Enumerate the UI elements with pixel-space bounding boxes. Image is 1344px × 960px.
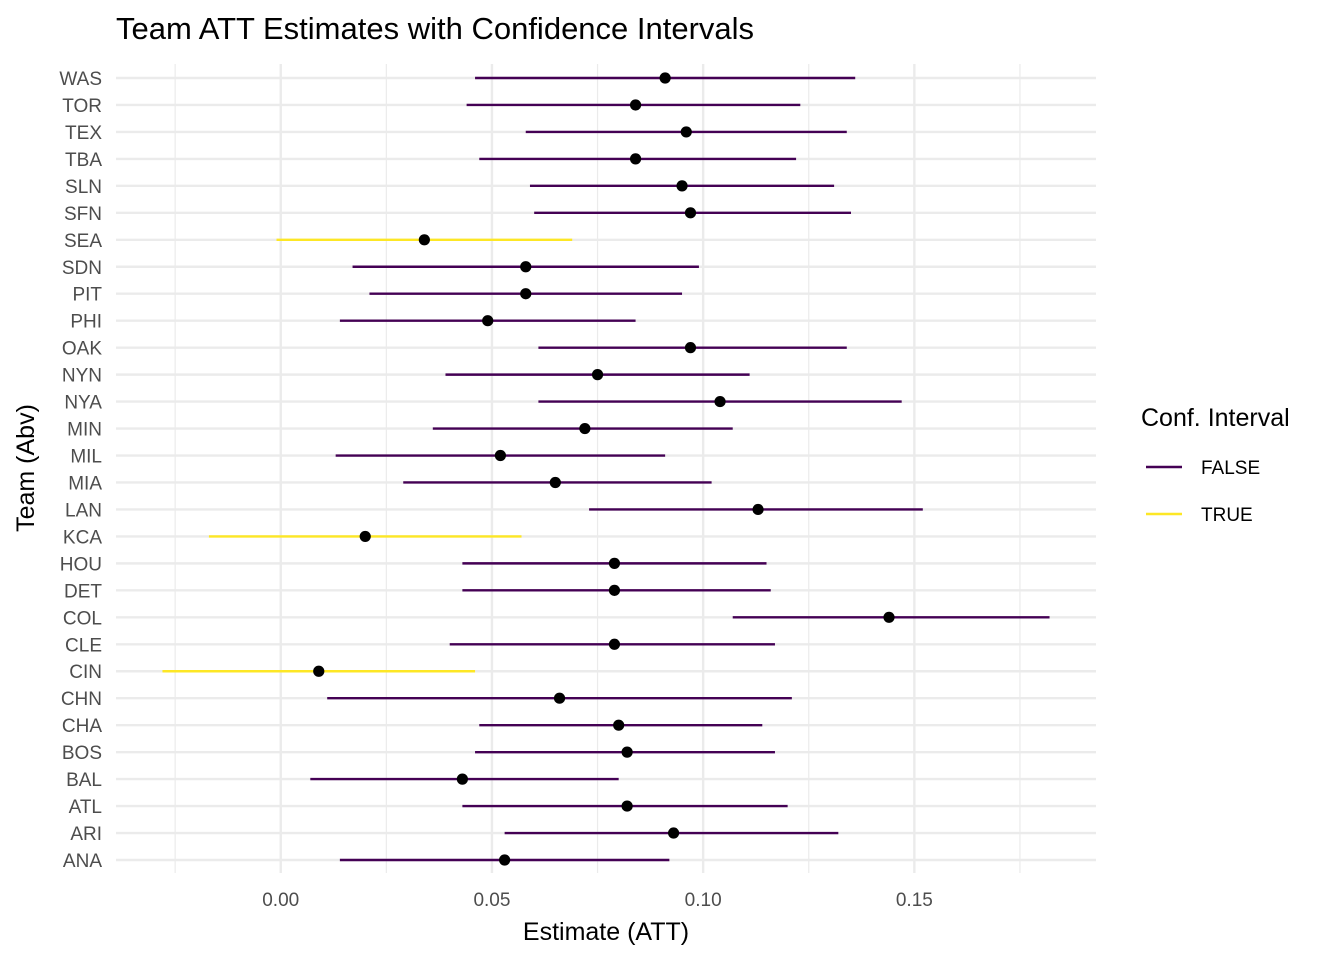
y-tick-label: MIL [70, 447, 102, 468]
y-tick-label: COL [63, 608, 102, 629]
x-axis-ticks: 0.00 0.05 0.10 0.15 [262, 890, 933, 911]
y-tick-label: SDN [62, 258, 102, 279]
chart-title: Team ATT Estimates with Confidence Inter… [116, 11, 754, 46]
point-sfn [684, 207, 697, 219]
point-bos [621, 746, 633, 758]
y-tick-label: PHI [70, 312, 102, 333]
y-tick-label: DET [64, 581, 102, 602]
point-lan [752, 503, 764, 516]
y-tick-label: KCA [63, 527, 102, 548]
y-tick-label: TOR [62, 96, 102, 117]
estimate-points [313, 72, 895, 866]
point-tex [680, 126, 692, 138]
point-det [608, 584, 621, 596]
legend-label-false: FALSE [1201, 458, 1260, 479]
point-sdn [520, 261, 532, 273]
x-tick-label: 0.15 [896, 890, 933, 911]
point-col [883, 611, 895, 623]
y-tick-label: NYN [62, 366, 102, 387]
point-cle [608, 638, 621, 650]
point-mil [494, 449, 506, 462]
y-tick-label: TBA [65, 150, 102, 171]
y-tick-label: BAL [66, 770, 102, 791]
y-axis-label: Team (Abv) [12, 404, 40, 532]
point-nya [714, 395, 726, 408]
legend-label-true: TRUE [1201, 505, 1253, 526]
y-tick-label: MIN [67, 420, 102, 441]
y-tick-label: NYA [64, 393, 102, 414]
y-tick-label: WAS [59, 69, 102, 90]
point-phi [482, 315, 494, 327]
y-tick-label: SEA [64, 231, 102, 252]
x-tick-label: 0.00 [262, 890, 299, 911]
confidence-intervals [162, 76, 1050, 862]
point-oak [684, 342, 697, 354]
y-tick-label: ANA [63, 851, 102, 872]
x-axis-label: Estimate (ATT) [523, 918, 689, 946]
point-ana [499, 854, 511, 866]
y-tick-label: PIT [72, 285, 102, 306]
point-min [579, 422, 591, 435]
y-tick-label: OAK [62, 339, 102, 360]
y-tick-label: MIA [68, 473, 102, 494]
point-was [659, 72, 671, 84]
point-nyn [591, 369, 604, 381]
y-tick-label: ARI [70, 824, 102, 845]
y-tick-label: HOU [60, 554, 102, 575]
point-cin [313, 665, 325, 677]
y-tick-label: TEX [65, 123, 102, 144]
point-kca [359, 530, 371, 543]
point-atl [621, 800, 633, 812]
y-axis-ticks: ANA ARI ATL BAL BOS CHA CHN CIN CLE COL DET HOU KCA L… [59, 69, 102, 872]
y-tick-label: CIN [69, 662, 102, 683]
y-tick-label: SLN [65, 177, 102, 198]
legend-entries: FALSE TRUE [1146, 458, 1260, 526]
y-tick-label: BOS [62, 743, 102, 764]
point-ari [667, 827, 680, 839]
legend: Conf. Interval FALSE TRUE [1141, 404, 1290, 526]
point-cha [613, 719, 625, 731]
point-hou [608, 557, 621, 569]
y-tick-label: CHN [61, 689, 102, 710]
legend-title: Conf. Interval [1141, 404, 1290, 432]
x-tick-label: 0.05 [473, 890, 510, 911]
y-tick-label: CLE [65, 635, 102, 656]
point-chn [553, 692, 566, 704]
point-tba [629, 153, 642, 165]
y-tick-label: ATL [69, 797, 102, 818]
x-tick-label: 0.10 [685, 890, 722, 911]
y-tick-label: CHA [62, 716, 102, 737]
point-tor [629, 99, 642, 111]
point-sea [418, 234, 430, 246]
point-mia [549, 476, 561, 489]
point-bal [456, 773, 468, 785]
point-pit [520, 288, 532, 300]
y-tick-label: SFN [64, 204, 102, 225]
point-sln [676, 180, 688, 192]
y-tick-label: LAN [65, 500, 102, 521]
